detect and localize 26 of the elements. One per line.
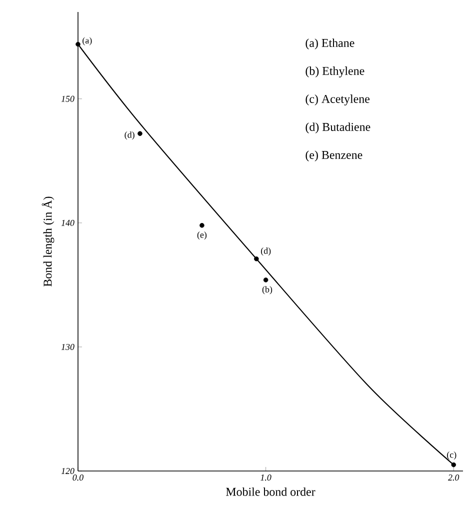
point xyxy=(138,131,142,136)
x-axis-title: Mobile bond order xyxy=(226,487,316,496)
y-tick-label: 140 xyxy=(61,220,74,226)
point xyxy=(254,256,259,262)
x-tick-label: 2.0 xyxy=(448,474,460,481)
annotation: (e) xyxy=(197,232,207,240)
annotation: (b) xyxy=(262,286,272,294)
point xyxy=(200,222,204,228)
point xyxy=(76,42,80,47)
annotation: (d) Butadiene xyxy=(306,122,370,134)
annotation: (c) Acetylene xyxy=(306,94,370,106)
x-tick-label: 1.0 xyxy=(260,474,272,481)
point xyxy=(263,278,268,282)
x-tick-label: 0.0 xyxy=(72,474,84,481)
annotation: (b) Ethylene xyxy=(306,66,364,78)
annotation: (a) xyxy=(82,37,92,46)
y-tick-label: 130 xyxy=(61,344,74,350)
annotation: (e) Benzene xyxy=(306,150,362,162)
annotation: (d) xyxy=(260,248,271,256)
annotation: (d) xyxy=(124,132,134,140)
y-axis-title: Bond length (in Å) xyxy=(42,196,54,286)
annotation: (c) xyxy=(447,451,456,460)
annotation: (a) Ethane xyxy=(306,38,354,50)
y-tick-label: 150 xyxy=(61,96,74,102)
y-tick-label: 120 xyxy=(61,468,74,474)
point xyxy=(451,462,456,468)
